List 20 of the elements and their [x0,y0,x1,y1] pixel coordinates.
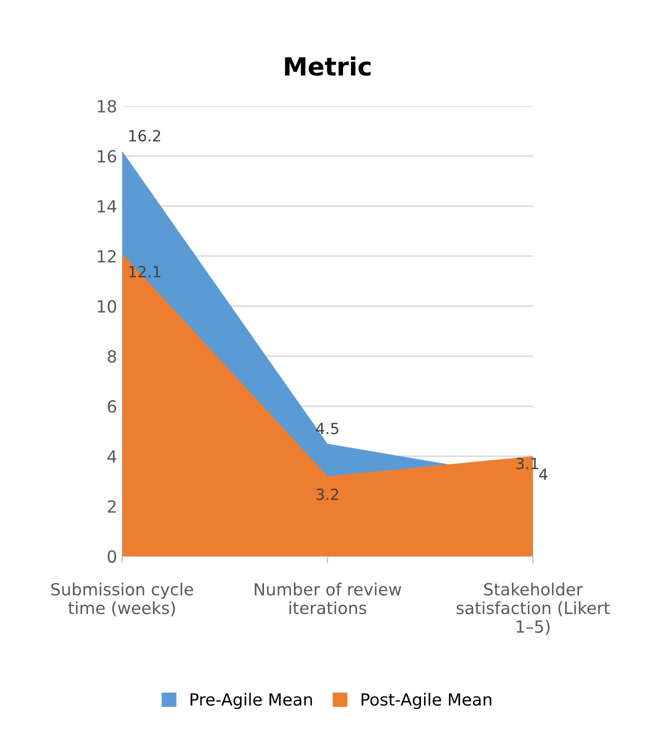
y-tick-label: 2 [108,500,116,513]
data-label: 3.2 [316,488,338,500]
y-tick-label: 14 [98,200,116,212]
legend-label: Post-Agile Mean [362,692,492,709]
data-label: 4.5 [316,422,338,434]
x-tick-label: Stakeholder satisfaction (Likert 1–5) [456,582,610,635]
data-label: 4 [539,468,548,480]
y-tick-label: 4 [107,450,116,463]
legend-label: Pre-Agile Mean [190,692,312,709]
y-tick-label: 0 [108,550,116,563]
y-tick-label: 10 [98,300,116,313]
x-tick-label: Number of review iterations [254,582,402,614]
y-tick-label: 16 [98,150,116,163]
chart-title: Metric [285,56,371,76]
data-label: 16.2 [129,130,160,142]
y-tick-label: 6 [108,400,116,413]
y-tick-label: 12 [98,250,116,262]
y-tick-label: 18 [98,100,116,113]
y-tick-label: 8 [108,350,116,363]
x-tick-label: Submission cycle time (weeks) [51,582,194,616]
